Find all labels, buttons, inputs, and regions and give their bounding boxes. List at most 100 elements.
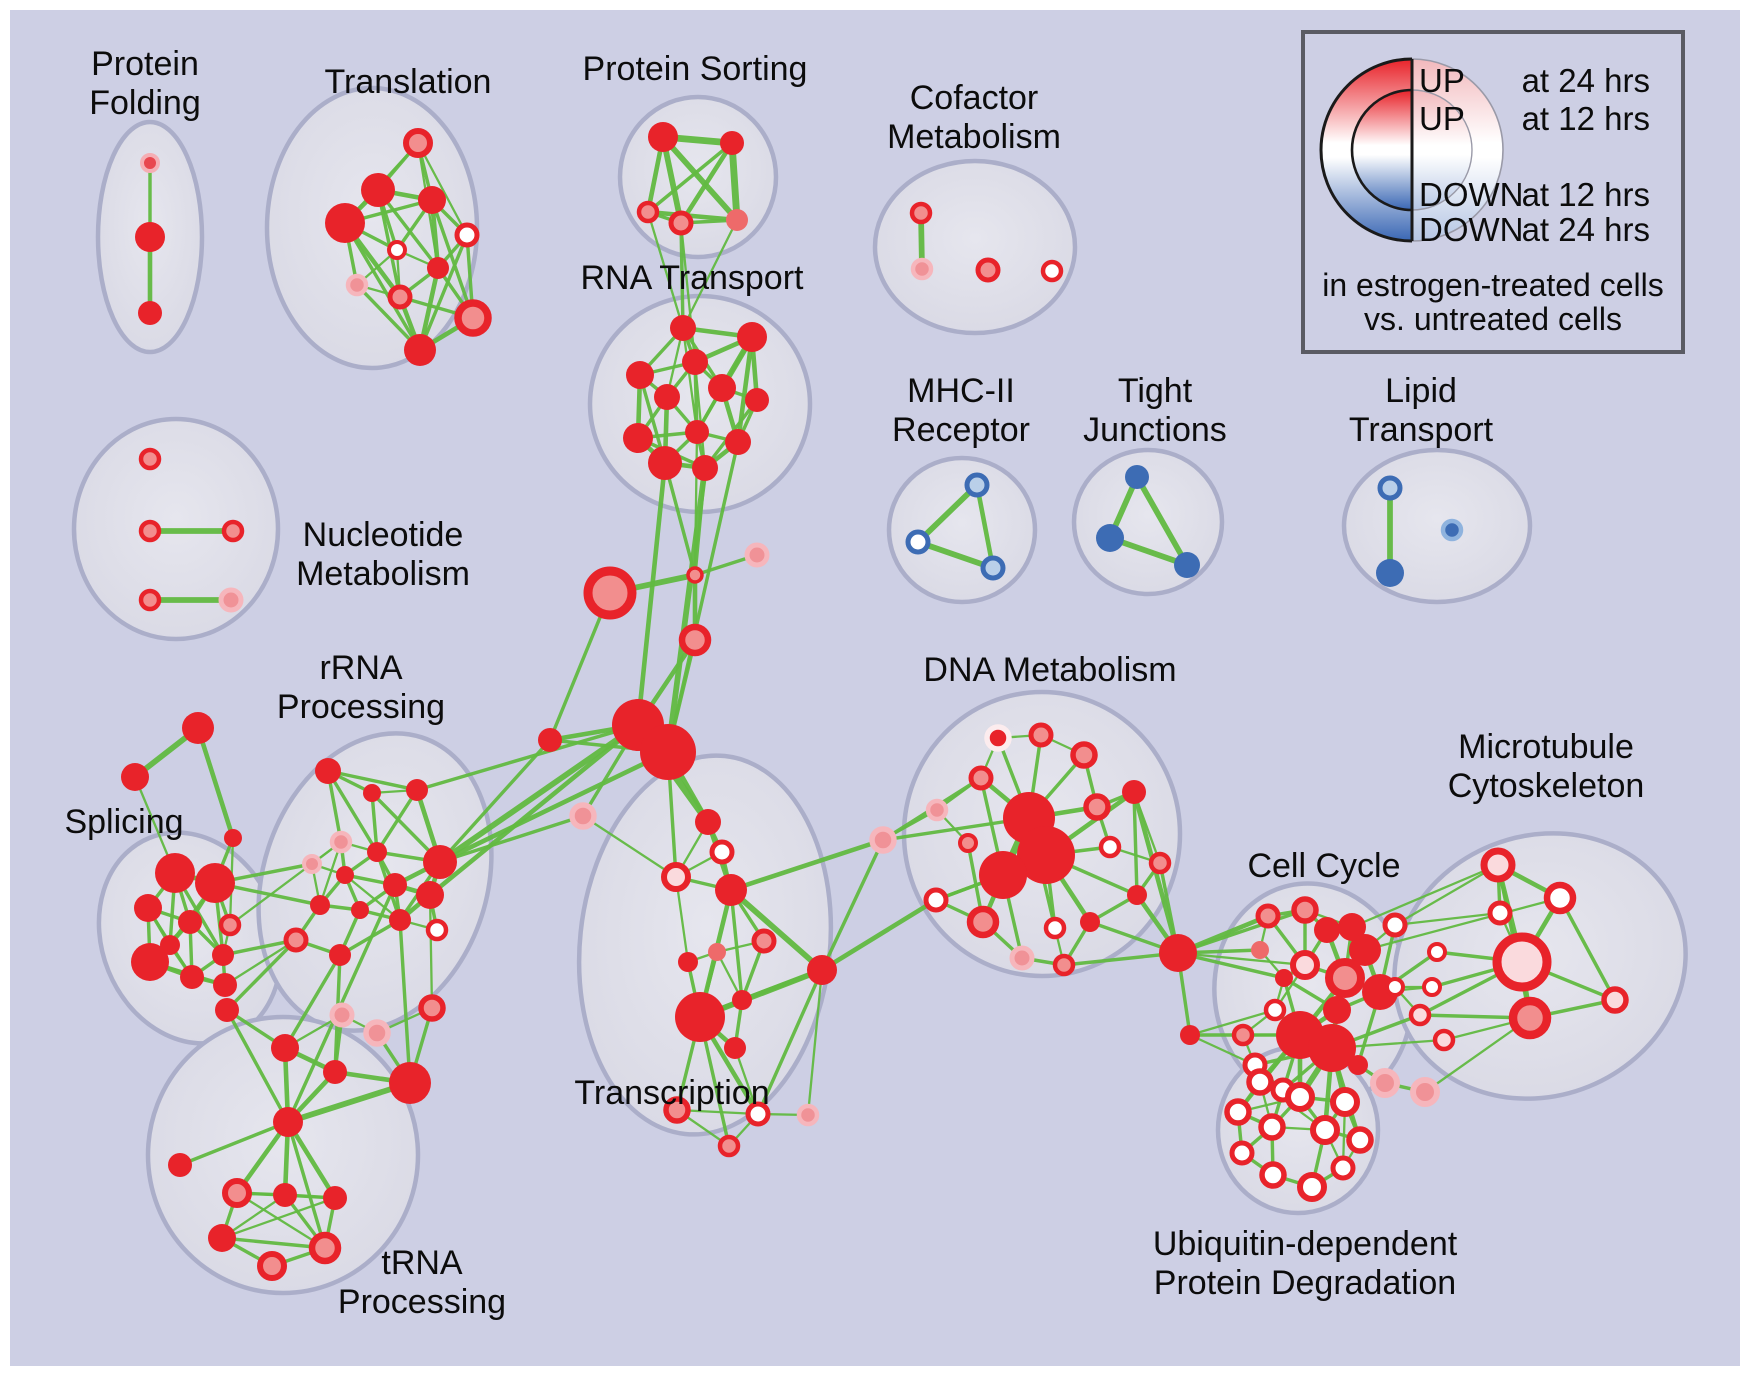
gene-node-Rp — [1070, 741, 1098, 769]
edge — [398, 918, 412, 1085]
cluster-label-lipid-transport: Lipid Transport — [1349, 372, 1494, 449]
edge — [1350, 863, 1500, 929]
gene-node-w — [1487, 900, 1513, 926]
gene-node-R — [315, 758, 341, 784]
gene-node-Rp — [218, 913, 242, 937]
edge — [375, 788, 419, 854]
gene-node-w — [1297, 1172, 1327, 1202]
gene-node-P — [1251, 941, 1269, 959]
edge — [756, 968, 824, 1116]
gene-node-b — [1125, 465, 1149, 489]
legend-outer-left-outline — [1319, 57, 1413, 243]
gene-node-Rp — [717, 1134, 741, 1158]
gene-node-pp — [869, 826, 897, 854]
gene-node-R — [423, 845, 457, 879]
gene-node-R — [715, 874, 747, 906]
gene-node-pp — [744, 542, 770, 568]
cluster-label-translation: Translation — [325, 63, 492, 101]
gene-node-R — [323, 1060, 347, 1084]
gene-node-R — [1159, 934, 1197, 972]
gene-node-Rp — [1148, 851, 1172, 875]
edge — [343, 873, 402, 922]
gene-node-Rp — [636, 200, 660, 224]
gene-node-R — [1348, 1055, 1368, 1075]
gene-node-w — [1098, 835, 1122, 859]
gene-node-pp — [363, 1019, 391, 1047]
legend-footer-line: vs. untreated cells — [1364, 301, 1622, 337]
edge — [430, 198, 475, 320]
gene-node-R — [1275, 969, 1293, 987]
edge — [678, 140, 735, 226]
edge — [283, 953, 342, 1050]
gene-node-w — [1229, 1140, 1255, 1166]
gene-node-Rp — [663, 1096, 691, 1124]
gene-node-Rp — [1028, 722, 1054, 748]
gene-node-R — [640, 724, 696, 780]
gene-node-R — [208, 1224, 236, 1252]
gene-node-w — [1385, 977, 1405, 997]
gene-node-w — [1224, 1098, 1252, 1126]
edge — [663, 461, 697, 577]
cluster-label-nucleotide-metabolism: Nucleotide Metabolism — [296, 516, 470, 593]
gene-node-R — [325, 203, 365, 243]
gene-node-R — [725, 429, 751, 455]
gene-node-R — [121, 763, 149, 791]
cluster-labels: Protein Folding Translation Protein Sorting… — [64, 45, 1644, 1321]
gene-node-R — [678, 952, 698, 972]
edge — [645, 209, 740, 223]
legend-direction-label: DOWN — [1419, 211, 1523, 248]
gene-node-Rp — [283, 927, 309, 953]
gene-node-pR — [140, 153, 160, 173]
gene-node-pp — [345, 273, 369, 297]
gene-node-R — [361, 173, 395, 207]
gene-node-R — [979, 851, 1027, 899]
cluster-label-protein-folding: Protein Folding — [89, 45, 201, 122]
gene-node-R — [155, 853, 195, 893]
gene-node-Rp — [1508, 996, 1552, 1040]
cluster-ellipse-trna-processing — [145, 1014, 421, 1296]
gene-node-R — [720, 131, 744, 155]
edge — [1132, 790, 1139, 897]
gene-node-R — [675, 992, 725, 1042]
gene-node-wp — [1480, 847, 1516, 883]
legend-time-label: at 24 hrs — [1522, 211, 1650, 248]
gene-node-R — [682, 349, 708, 375]
gene-node-w — [387, 240, 407, 260]
edge — [728, 887, 825, 973]
gene-node-wp — [1601, 986, 1629, 1014]
gene-node-wp — [1408, 1003, 1432, 1027]
gene-node-w — [1346, 1126, 1374, 1154]
gene-node-Rp — [668, 210, 694, 236]
gene-node-w — [709, 839, 735, 865]
gene-node-R — [138, 301, 162, 325]
edge — [437, 722, 641, 865]
edge — [437, 749, 671, 865]
gene-node-Rp — [403, 128, 433, 158]
gene-node-pp — [796, 1103, 820, 1127]
cluster-label-transcription: Transcription — [574, 1074, 769, 1112]
cluster-label-protein-sorting: Protein Sorting — [583, 50, 808, 88]
gene-node-P — [708, 943, 726, 961]
gene-node-R — [732, 990, 752, 1010]
gene-node-Rp — [222, 1178, 252, 1208]
legend-time-label: at 12 hrs — [1522, 176, 1650, 213]
edge — [220, 1196, 337, 1240]
gene-node-R — [406, 779, 428, 801]
edge — [1558, 896, 1617, 1002]
edge — [343, 221, 422, 352]
gene-node-b — [1096, 524, 1124, 552]
gene-node-R — [310, 895, 330, 915]
gene-node-R — [195, 863, 235, 903]
edge — [693, 360, 707, 470]
gene-node-R — [416, 881, 444, 909]
gene-node-R — [273, 1183, 297, 1207]
legend-time-label: at 24 hrs — [1522, 62, 1650, 99]
gene-node-R — [654, 384, 680, 410]
gene-node-Rp — [968, 765, 994, 791]
edge — [220, 1236, 327, 1250]
edge — [646, 141, 734, 214]
gene-node-R — [404, 334, 436, 366]
edge — [1176, 951, 1307, 967]
edge — [178, 1120, 290, 1167]
gene-node-pp — [1410, 1077, 1440, 1107]
